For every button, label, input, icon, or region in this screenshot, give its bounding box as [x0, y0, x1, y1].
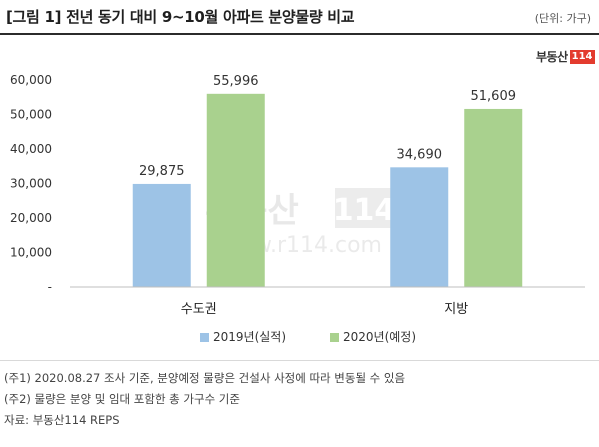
bar-value-label: 34,690 — [397, 147, 443, 162]
title-divider — [0, 33, 599, 35]
bar — [132, 183, 191, 287]
note-2: (주2) 물량은 분양 및 임대 포함한 총 가구수 기준 — [4, 392, 240, 406]
bars: 29,875 55,996 34,690 51,609 — [132, 74, 523, 288]
y-tick-label: 20,000 — [10, 211, 52, 225]
y-tick-label: 30,000 — [10, 177, 52, 191]
y-axis: - 10,000 20,000 30,000 40,000 50,000 60,000 — [10, 73, 52, 294]
legend-swatch — [200, 333, 209, 342]
bar — [206, 93, 265, 287]
bar-chart: 부동산 114 www.r114.com -10,00020,00030,000… — [10, 73, 585, 344]
notes-divider — [0, 360, 599, 361]
y-tick-label: 60,000 — [10, 73, 52, 87]
legend-swatch — [330, 333, 339, 342]
bar-value-label: 55,996 — [213, 74, 259, 89]
note-1: (주1) 2020.08.27 조사 기준, 분양예정 물량은 건설사 사정에 … — [4, 371, 406, 385]
bar — [390, 167, 449, 287]
bar-value-label: 51,609 — [471, 89, 517, 104]
x-category-label: 수도권 — [181, 302, 217, 317]
x-category-label: 지방 — [444, 302, 468, 317]
y-tick-label: 40,000 — [10, 142, 52, 156]
legend: 2019년(실적) 2020년(예정) — [200, 330, 416, 344]
chart-title: [그림 1] 전년 동기 대비 9~10월 아파트 분양물량 비교 — [6, 8, 355, 26]
note-source: 자료: 부동산114 REPS — [4, 413, 120, 427]
y-tick-label: 10,000 — [10, 246, 52, 260]
brand-logo: 부동산 114 — [536, 48, 595, 65]
x-axis: 수도권 지방 — [70, 286, 585, 317]
legend-label: 2020년(예정) — [343, 330, 416, 344]
notes: (주1) 2020.08.27 조사 기준, 분양예정 물량은 건설사 사정에 … — [4, 368, 405, 431]
unit-label: (단위: 가구) — [534, 12, 591, 25]
bar-value-label: 29,875 — [139, 164, 185, 179]
watermark-box — [335, 188, 393, 228]
watermark-number: 114 — [333, 193, 396, 228]
legend-label: 2019년(실적) — [213, 330, 286, 344]
logo-number: 114 — [569, 49, 595, 64]
y-tick-label: - — [48, 280, 52, 294]
bar — [464, 108, 523, 288]
y-tick-label: 50,000 — [10, 108, 52, 122]
logo-text: 부동산 — [536, 50, 568, 64]
